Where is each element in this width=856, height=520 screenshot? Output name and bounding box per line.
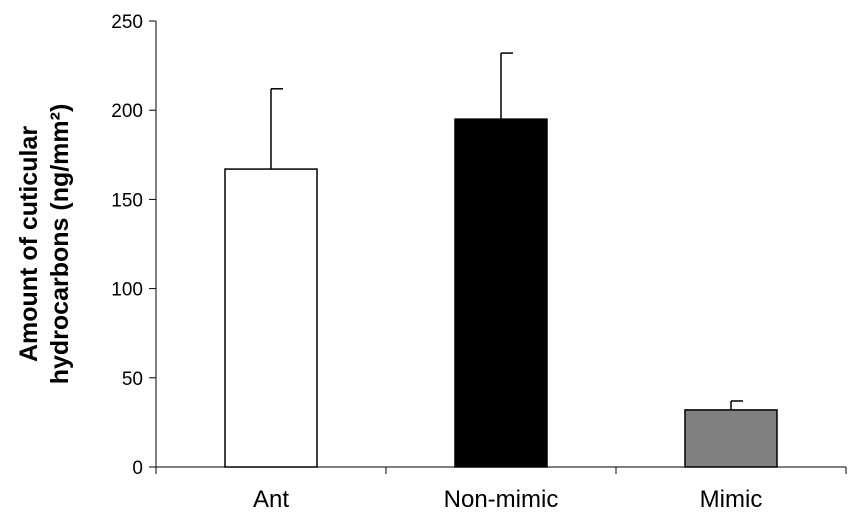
y-tick-label: 200: [111, 101, 143, 122]
y-axis-title-line-1: Amount of cuticular: [15, 126, 43, 362]
y-ticks: 0 50 100 150 200 250: [111, 12, 156, 479]
y-axis-title: Amount of cuticular hydrocarbons (ng/mm²…: [15, 104, 74, 385]
bars: [224, 118, 778, 468]
x-tick-labels: Ant Non-mimic Mimic: [253, 486, 762, 513]
x-tick-label-ant: Ant: [253, 486, 289, 513]
y-tick-label: 0: [132, 458, 143, 479]
bar-ant: [224, 168, 318, 468]
error-bars: [270, 52, 743, 410]
y-tick-label: 150: [111, 190, 143, 211]
y-tick-label: 250: [111, 12, 143, 33]
bar-non-mimic: [454, 118, 548, 468]
x-tick-label-non-mimic: Non-mimic: [444, 486, 559, 513]
y-tick-label: 50: [122, 369, 143, 390]
y-axis-title-line-2: hydrocarbons (ng/mm²): [46, 104, 74, 385]
x-tick-label-mimic: Mimic: [700, 486, 763, 513]
bar-mimic: [684, 409, 778, 468]
y-tick-label: 100: [111, 280, 143, 301]
